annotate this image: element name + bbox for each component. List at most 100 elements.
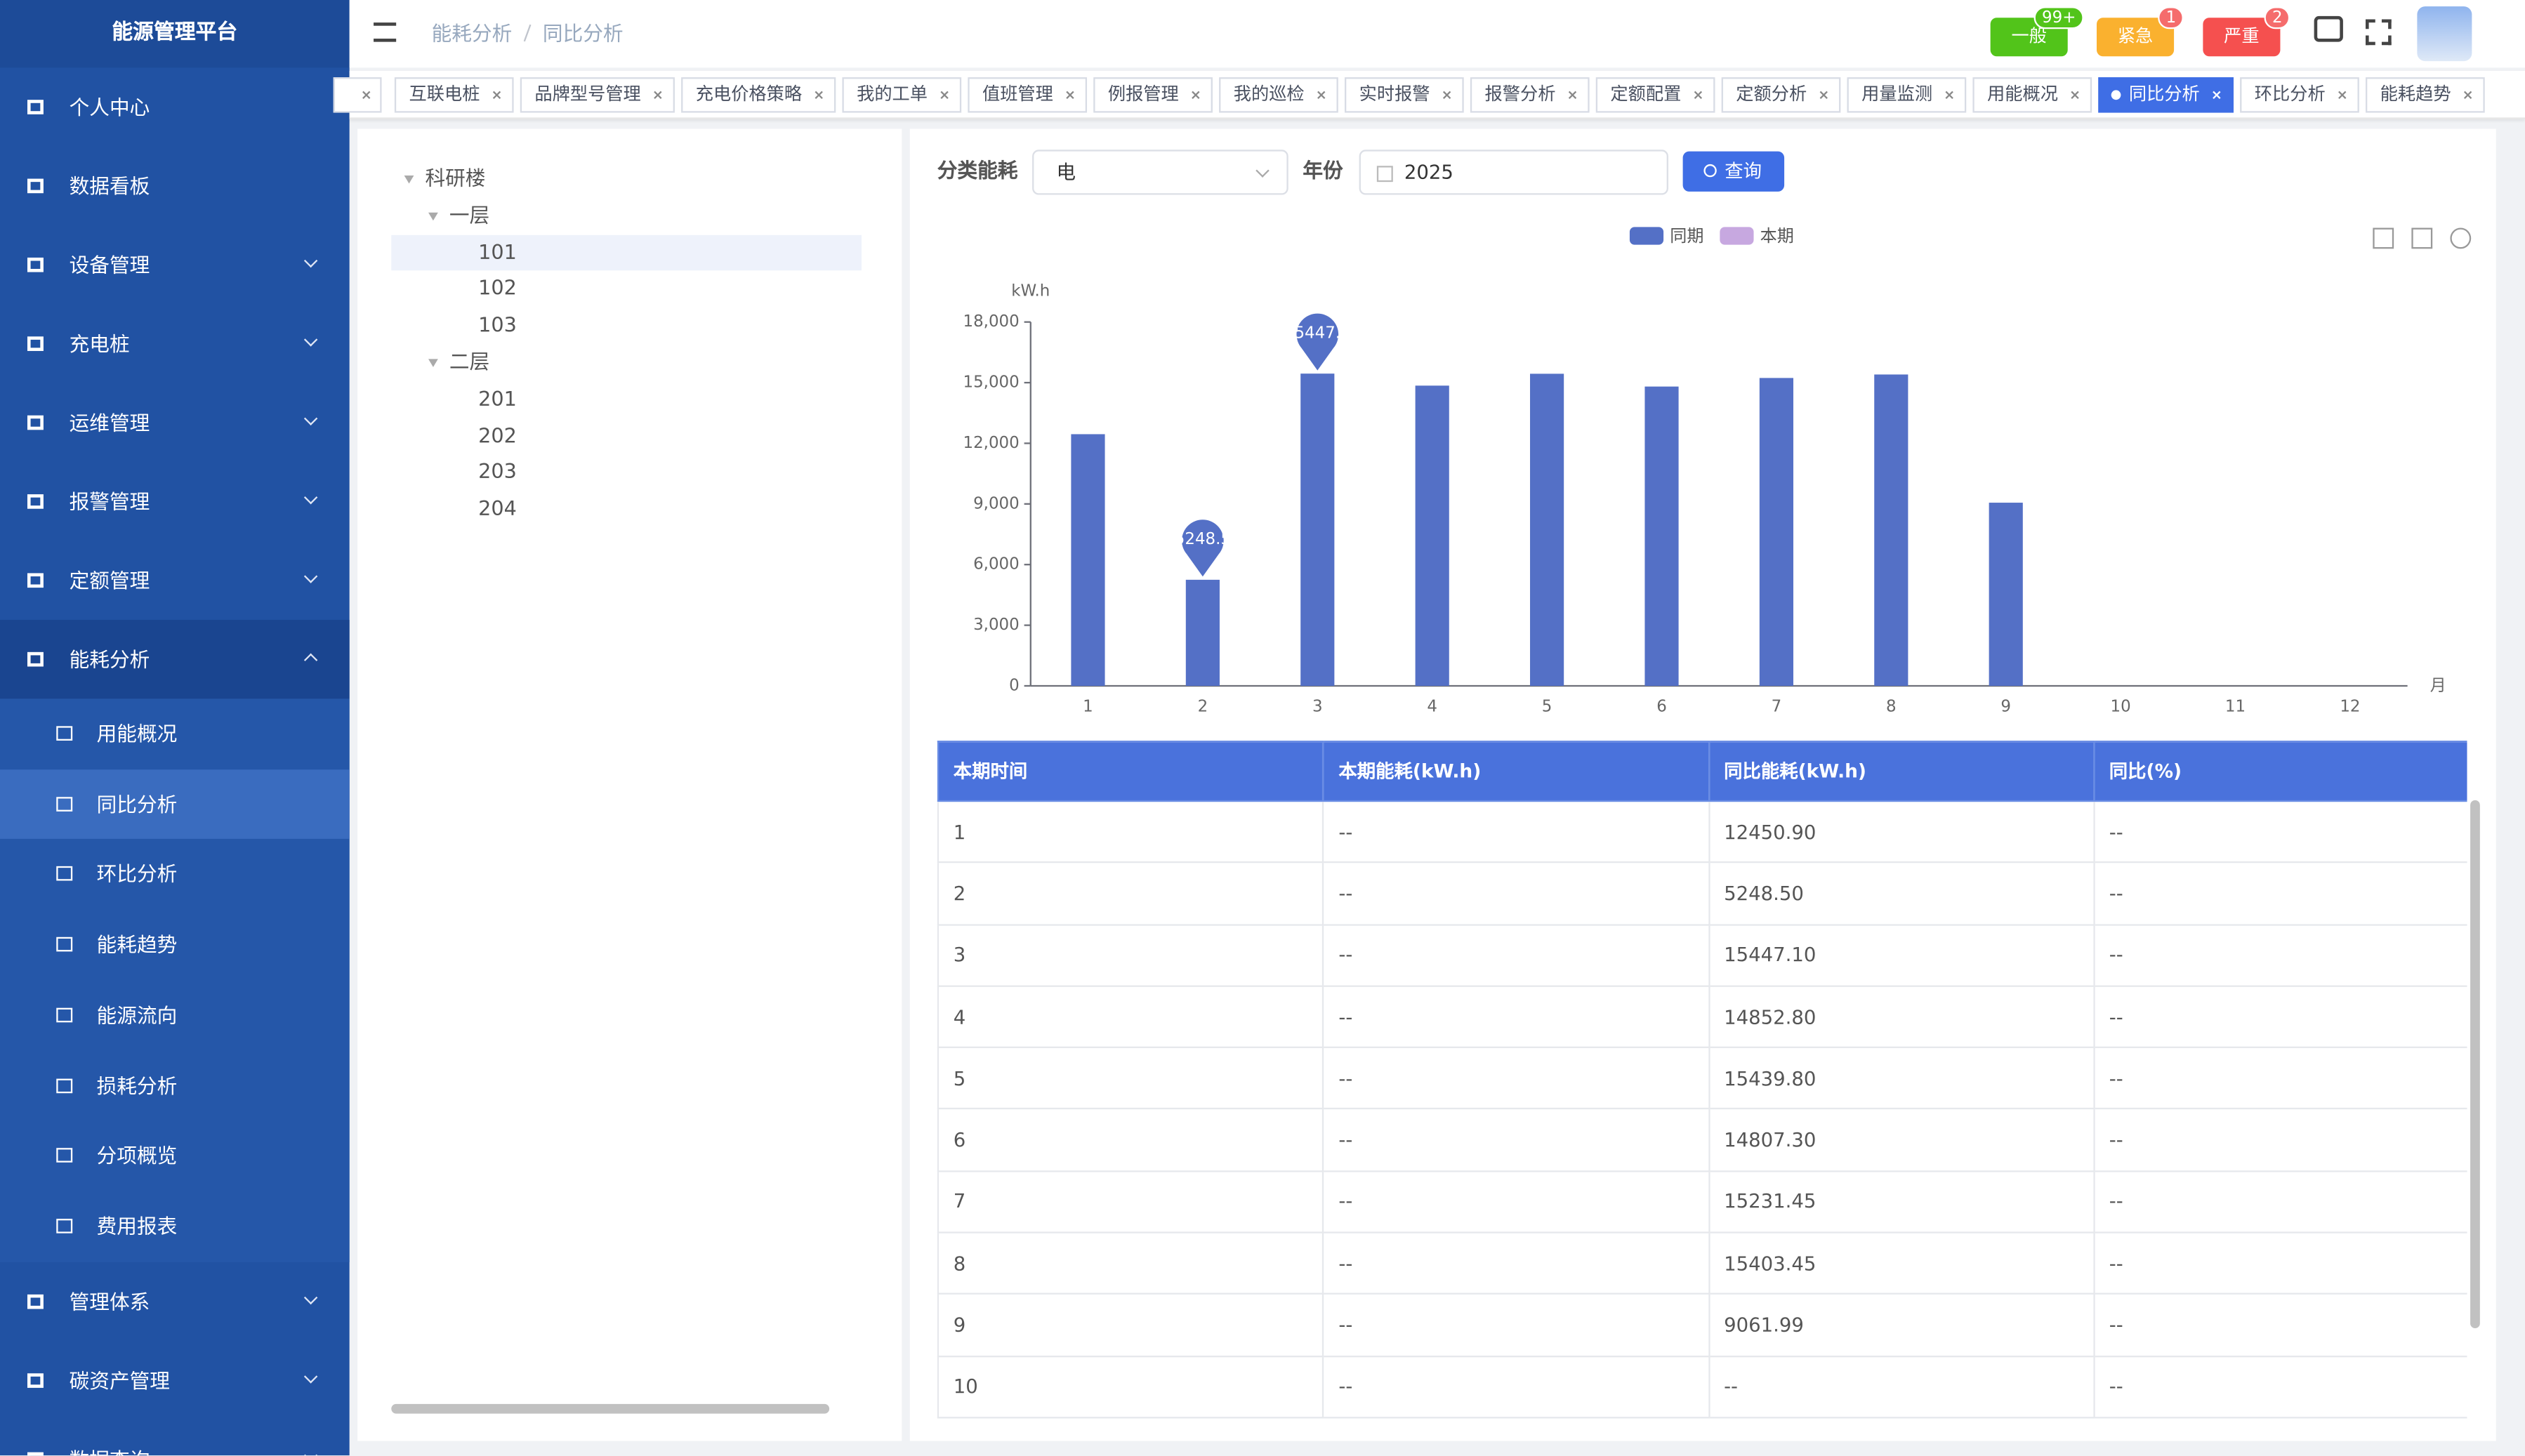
- menu-icon: [27, 1451, 44, 1456]
- menu-label: 管理体系: [69, 1289, 150, 1313]
- tab[interactable]: 实时报警: [1344, 77, 1464, 113]
- toolbox-line[interactable]: [2373, 227, 2394, 249]
- tab[interactable]: 互联电桩: [394, 77, 514, 113]
- bar[interactable]: [1759, 378, 1793, 686]
- tab[interactable]: 我的工单: [842, 77, 962, 113]
- bar[interactable]: [1300, 373, 1335, 686]
- tab[interactable]: 例报管理: [1093, 77, 1213, 113]
- menu-item[interactable]: 能耗分析: [0, 619, 350, 699]
- tab[interactable]: 同比分析: [2098, 77, 2234, 113]
- tab[interactable]: 定额分析: [1721, 77, 1841, 113]
- scrollbar: [391, 1403, 830, 1414]
- bar[interactable]: [1989, 503, 2023, 686]
- submenu-item[interactable]: 能源流向: [0, 980, 350, 1050]
- menu-item[interactable]: 数据看板: [0, 147, 350, 225]
- toolbox-restore[interactable]: [2450, 227, 2472, 249]
- menu-item[interactable]: 数据查询: [0, 1419, 350, 1456]
- menu-item[interactable]: 运维管理: [0, 383, 350, 462]
- tab-close[interactable]: [2337, 90, 2347, 100]
- tab[interactable]: [333, 77, 382, 113]
- tab[interactable]: 我的巡检: [1219, 77, 1338, 113]
- menu-item[interactable]: 设备管理: [0, 225, 350, 304]
- y-tick-label: 12,000: [963, 434, 1020, 452]
- tab-close[interactable]: [1818, 90, 1828, 100]
- tab-close[interactable]: [1944, 90, 1953, 100]
- table-cell: 9061.99: [1708, 1293, 2095, 1357]
- query-button[interactable]: 查询: [1682, 151, 1785, 192]
- alert-button[interactable]: 紧急: [2097, 18, 2175, 57]
- menu-item[interactable]: 充电桩: [0, 304, 350, 383]
- bar[interactable]: [1874, 374, 1908, 686]
- tab[interactable]: 值班管理: [968, 77, 1088, 113]
- tab-close[interactable]: [1567, 90, 1576, 100]
- tab[interactable]: 定额配置: [1595, 77, 1715, 113]
- tab[interactable]: 能耗趋势: [2366, 77, 2485, 113]
- submenu-item[interactable]: 费用报表: [0, 1191, 350, 1262]
- tab-close[interactable]: [1692, 90, 1702, 100]
- bar[interactable]: [1185, 579, 1220, 686]
- tab[interactable]: 充电价格策略: [681, 77, 836, 113]
- bar[interactable]: [1530, 373, 1564, 686]
- tree-node[interactable]: 二层: [391, 345, 862, 380]
- tab-close[interactable]: [813, 90, 823, 100]
- submenu-item[interactable]: 用能概况: [0, 699, 350, 769]
- menu-item[interactable]: 管理体系: [0, 1262, 350, 1340]
- tab-close[interactable]: [2069, 90, 2079, 100]
- legend-swatch[interactable]: [1720, 227, 1754, 245]
- fullscreen-icon[interactable]: [2366, 19, 2392, 46]
- menu-item[interactable]: 报警管理: [0, 462, 350, 541]
- y-tick-label: 3,000: [973, 616, 1020, 634]
- table-row: 5 -- 15439.80 --: [937, 1047, 2467, 1111]
- submenu-item[interactable]: 损耗分析: [0, 1050, 350, 1120]
- tree-node[interactable]: 203: [391, 455, 862, 490]
- tab-close[interactable]: [1316, 90, 1326, 100]
- submenu-label: 损耗分析: [96, 1073, 178, 1097]
- tree-node[interactable]: 102: [391, 271, 862, 306]
- y-tick-label: 6,000: [973, 555, 1020, 574]
- tab-close[interactable]: [2211, 90, 2221, 100]
- tab[interactable]: 用量监测: [1847, 77, 1967, 113]
- bar[interactable]: [1415, 385, 1449, 686]
- submenu-item[interactable]: 能耗趋势: [0, 910, 350, 980]
- tree-node[interactable]: 201: [391, 381, 862, 416]
- submenu-label: 分项概览: [96, 1143, 178, 1168]
- tree-caret: [404, 175, 414, 184]
- tab-close[interactable]: [939, 90, 949, 100]
- tree-label: 202: [478, 423, 517, 447]
- avatar[interactable]: [2417, 6, 2472, 62]
- submenu-item[interactable]: 同比分析: [0, 769, 350, 840]
- tab[interactable]: 用能概况: [1972, 77, 2092, 113]
- tab-close[interactable]: [491, 90, 501, 100]
- tab-label: 值班管理: [982, 84, 1053, 105]
- menu-item[interactable]: 定额管理: [0, 541, 350, 620]
- category-select[interactable]: 电: [1032, 150, 1288, 195]
- tab-close[interactable]: [1064, 90, 1074, 100]
- alert-button[interactable]: 严重: [2203, 18, 2281, 57]
- tab[interactable]: 报警分析: [1470, 77, 1590, 113]
- tab[interactable]: 品牌型号管理: [520, 77, 675, 113]
- tree-node[interactable]: 202: [391, 418, 862, 453]
- menu-item[interactable]: 碳资产管理: [0, 1340, 350, 1419]
- submenu-item[interactable]: 分项概览: [0, 1121, 350, 1191]
- tree-node[interactable]: 101: [391, 234, 862, 270]
- alert-badge: 2: [2264, 6, 2291, 29]
- toolbox-bar[interactable]: [2411, 227, 2433, 249]
- year-picker[interactable]: 2025: [1359, 150, 1668, 195]
- legend-swatch[interactable]: [1629, 227, 1664, 245]
- tab-close[interactable]: [1442, 90, 1451, 100]
- tree-node[interactable]: 204: [391, 491, 862, 527]
- menu-item[interactable]: 个人中心: [0, 67, 350, 146]
- bar[interactable]: [1071, 434, 1105, 686]
- tab-close[interactable]: [1190, 90, 1200, 100]
- tab-close[interactable]: [652, 90, 662, 100]
- menu-toggle[interactable]: [374, 22, 397, 42]
- submenu-item[interactable]: 环比分析: [0, 840, 350, 910]
- theme-icon[interactable]: [2314, 15, 2343, 42]
- tree-node[interactable]: 一层: [391, 198, 862, 233]
- tab-close[interactable]: [2463, 90, 2472, 100]
- tab[interactable]: 环比分析: [2240, 77, 2359, 113]
- tree-node[interactable]: 103: [391, 307, 862, 343]
- tree-node[interactable]: 科研楼: [391, 161, 862, 196]
- table-cell: --: [2092, 923, 2467, 987]
- bar[interactable]: [1644, 386, 1679, 686]
